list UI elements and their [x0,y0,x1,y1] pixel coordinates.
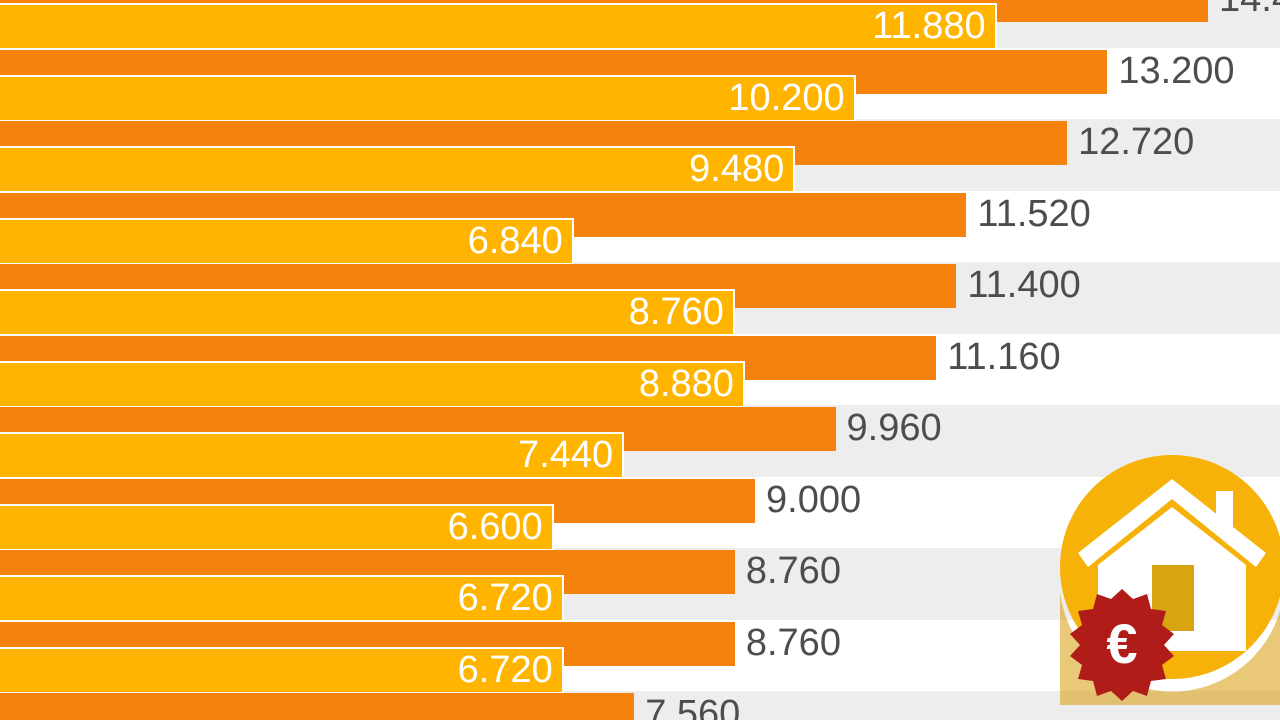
bar-light: 7.440 [0,432,625,479]
bar-light-value-label: 6.840 [467,219,563,262]
bar-light-value-label: 6.600 [447,505,543,548]
bar-row: 11.520 6.840 [0,191,1280,265]
bar-light: 6.720 [0,646,564,694]
bar-light: 10.200 [0,74,856,122]
bar-row: 14.400 11.880 [0,0,1280,50]
bar-dark [0,693,635,720]
bar-light-value-label: 8.880 [638,362,734,405]
bar-light: 11.880 [0,3,997,50]
bar-dark-value-label: 8.760 [745,621,841,664]
bar-row: 8.760 6.720 [0,620,1280,694]
bar-row: 9.960 7.440 [0,405,1280,479]
bar-row: 11.400 8.760 [0,262,1280,336]
bar-light: 8.760 [0,289,735,336]
bar-dark-value-label: 13.200 [1118,49,1235,92]
bar-light-value-label: 6.720 [457,577,553,619]
bar-light: 8.880 [0,360,745,408]
bar-dark-value-label: 11.520 [977,192,1091,235]
bar-dark-value-label: 11.400 [967,264,1081,306]
bar-light: 6.720 [0,575,564,622]
bar-dark-value-label: 12.720 [1078,121,1195,163]
bar-light-value-label: 11.880 [872,5,986,47]
bar-light-value-label: 6.720 [457,648,553,691]
bar-light: 9.480 [0,146,796,193]
bar-dark-value-label: 7.560 [645,693,741,720]
bar-dark-value-label: 9.000 [766,478,862,521]
bar-row: 9.000 6.600 [0,477,1280,551]
bar-light-value-label: 7.440 [518,434,614,476]
bar-light-value-label: 10.200 [728,76,845,119]
bar-row: 12.720 9.480 [0,119,1280,193]
bar-row: 7.560 [0,691,1280,720]
bar-dark-value-label: 14.400 [1208,0,1280,21]
bar-row: 13.200 10.200 [0,48,1280,122]
bar-row: 11.160 8.880 [0,334,1280,408]
bar-dark-value-label: 11.160 [947,335,1061,378]
bar-light: 6.840 [0,217,574,265]
bar-row: 8.760 6.720 [0,548,1280,622]
bar-dark-value-label: 8.760 [745,550,841,592]
bar-light-value-label: 8.760 [628,291,724,333]
bar-dark-value-label: 9.960 [846,407,942,449]
bar-light: 6.600 [0,503,554,551]
bar-light-value-label: 9.480 [689,148,785,190]
